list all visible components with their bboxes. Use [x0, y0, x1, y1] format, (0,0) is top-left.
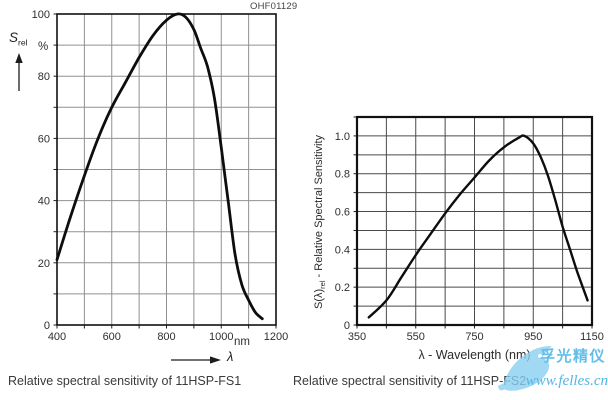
fs1-x-axis-symbol: λ	[227, 349, 234, 364]
y-tick-label: 40	[38, 196, 50, 208]
plot-border	[56, 13, 277, 326]
y-axis-up-arrow-icon	[15, 53, 23, 91]
x-tick-label: 1000	[209, 331, 233, 343]
y-tick-label: 0.6	[335, 207, 350, 219]
x-tick-label: 550	[407, 331, 425, 343]
x-tick-label: 950	[524, 331, 542, 343]
fs2-caption: Relative spectral sensitivity of 11HSP-F…	[293, 374, 527, 388]
fs2-plot-svg: 350 550 750 950 1150 0 0.2 0.4 0.6 0.8 1.0	[335, 115, 604, 343]
fs1-y-axis-symbol: Srel	[9, 30, 28, 48]
fs1-x-axis-unit: nm	[234, 336, 250, 348]
y-tick-label: 0.4	[335, 244, 350, 256]
x-tick-label: 800	[157, 331, 175, 343]
sensitivity-curve	[55, 12, 264, 321]
y-tick-label: 0	[344, 320, 350, 332]
tick-labels: 400 600 800 1000 1200 0 20 40 60 80 100	[32, 9, 289, 343]
watermark-brand-text: 孚光精仪	[539, 348, 606, 365]
fs2-y-axis-title: S(λ)rel - Relative Spectral Sensitivity	[313, 135, 328, 310]
chart-fs1: 400 600 800 1000 1200 0 20 40 60 80 100 OHF01129 S…	[0, 0, 300, 400]
fs1-plot-svg: 400 600 800 1000 1200 0 20 40 60 80 100	[32, 9, 289, 343]
y-tick-label: 100	[32, 9, 50, 21]
y-tick-label: 60	[38, 133, 50, 145]
sensitivity-curve	[367, 134, 589, 319]
x-axis-right-arrow-icon	[171, 356, 221, 364]
y-tick-label: 0.8	[335, 169, 350, 181]
y-tick-label: 1.0	[335, 131, 350, 143]
tick-labels: 350 550 750 950 1150 0 0.2 0.4 0.6 0.8 1.0	[335, 131, 604, 343]
watermark-site-link[interactable]: www.felles.cn	[525, 373, 608, 389]
y-tick-label: 20	[38, 258, 50, 270]
y-tick-label: 80	[38, 71, 50, 83]
y-tick-label: 0	[44, 320, 50, 332]
fs1-caption: Relative spectral sensitivity of 11HSP-F…	[8, 374, 242, 388]
x-tick-label: 1150	[580, 331, 604, 343]
x-tick-label: 750	[465, 331, 483, 343]
x-tick-label: 1200	[264, 331, 288, 343]
chart-fs2: 350 550 750 950 1150 0 0.2 0.4 0.6 0.8 1.0 S(λ)rel…	[300, 100, 608, 400]
y-tick-label: 0.2	[335, 282, 350, 294]
x-tick-label: 350	[348, 331, 366, 343]
fs1-corner-code: OHF01129	[250, 1, 298, 12]
dolphin-logo-icon	[498, 346, 552, 391]
fs1-y-axis-unit: %	[38, 41, 49, 53]
plot-border	[355, 115, 594, 327]
x-tick-label: 600	[103, 331, 121, 343]
x-tick-label: 400	[48, 331, 66, 343]
fs2-x-axis-title: λ - Wavelength (nm)	[418, 348, 531, 362]
